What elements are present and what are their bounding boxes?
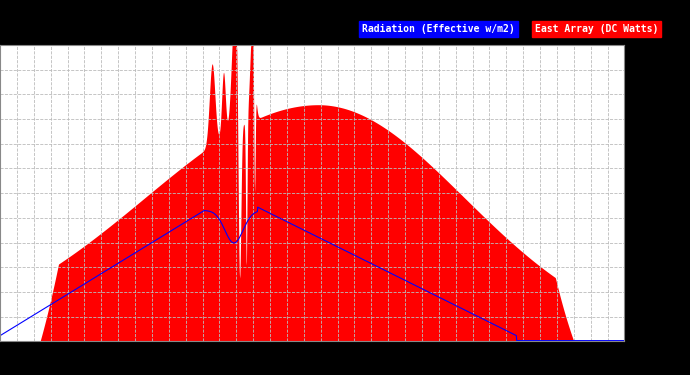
Text: East Array Power & Effective Solar Radiation Sat Aug 17 19:50: East Array Power & Effective Solar Radia… bbox=[90, 11, 600, 26]
Text: East Array (DC Watts): East Array (DC Watts) bbox=[535, 24, 658, 34]
Text: Copyright 2013 Cartronics.com: Copyright 2013 Cartronics.com bbox=[7, 24, 177, 34]
Text: Radiation (Effective w/m2): Radiation (Effective w/m2) bbox=[362, 24, 515, 34]
